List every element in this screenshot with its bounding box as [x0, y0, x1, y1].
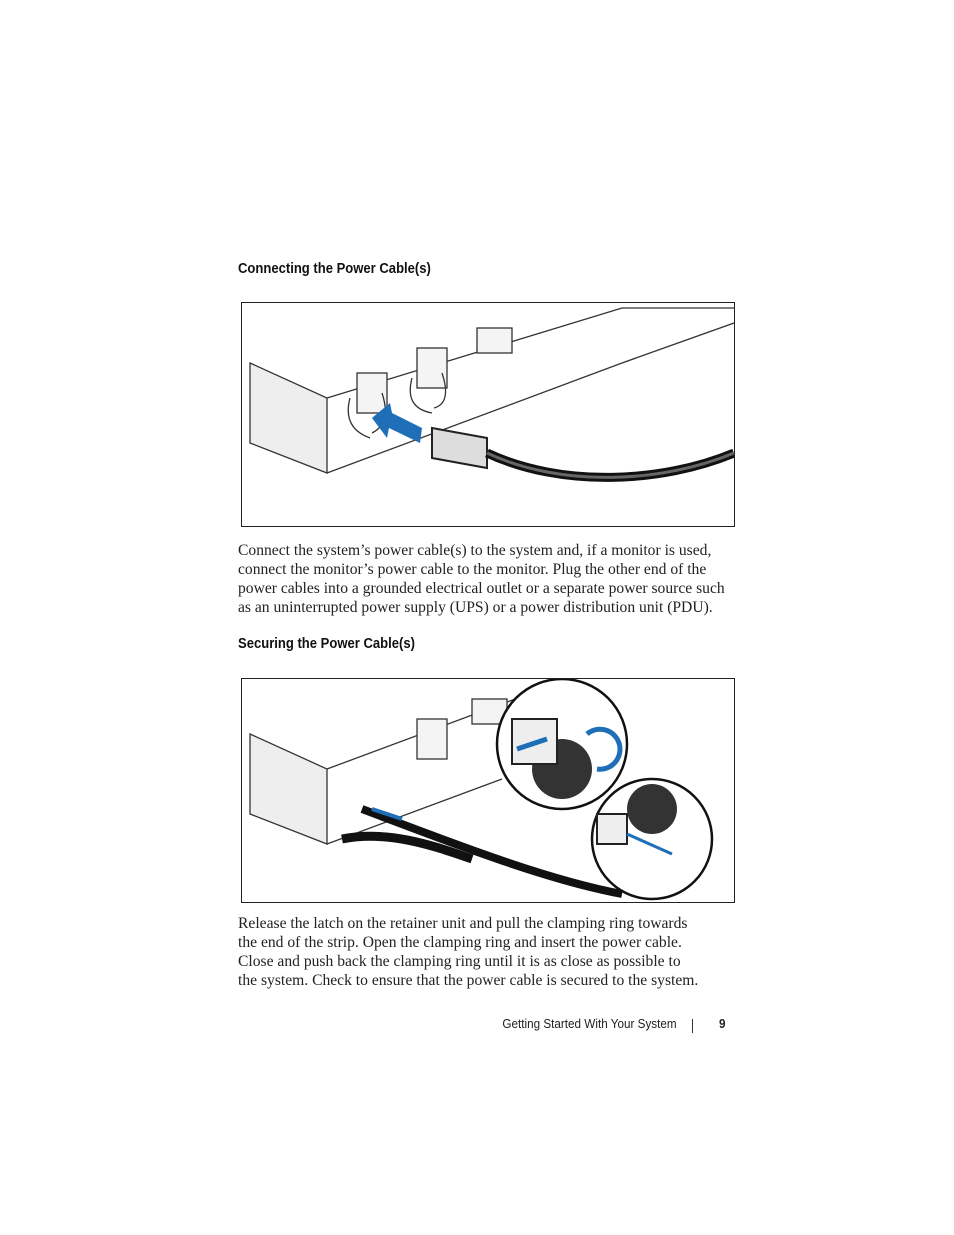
heading: Securing the Power Cable(s) — [238, 636, 415, 652]
paragraph-line: connect the monitor’s power cable to the… — [238, 561, 707, 578]
page-number: 9 — [719, 1016, 726, 1031]
paragraph-line: Connect the system’s power cable(s) to t… — [238, 542, 712, 559]
paragraph-line: as an uninterrupted power supply (UPS) o… — [238, 599, 713, 616]
illustration — [249, 679, 714, 901]
heading: Connecting the Power Cable(s) — [238, 261, 431, 277]
paragraph-line: the system. Check to ensure that the pow… — [238, 972, 699, 989]
footer-separator — [692, 1019, 693, 1033]
paragraph-line: Release the latch on the retainer unit a… — [238, 915, 688, 932]
illustration — [249, 307, 734, 482]
figure-secure — [241, 678, 735, 903]
footer-title: Getting Started With Your System — [502, 1016, 677, 1031]
paragraph-line: power cables into a grounded electrical … — [238, 580, 725, 597]
paragraph-line: Close and push back the clamping ring un… — [238, 953, 681, 970]
paragraph-line: the end of the strip. Open the clamping … — [238, 934, 682, 951]
figure-connect — [241, 302, 735, 527]
